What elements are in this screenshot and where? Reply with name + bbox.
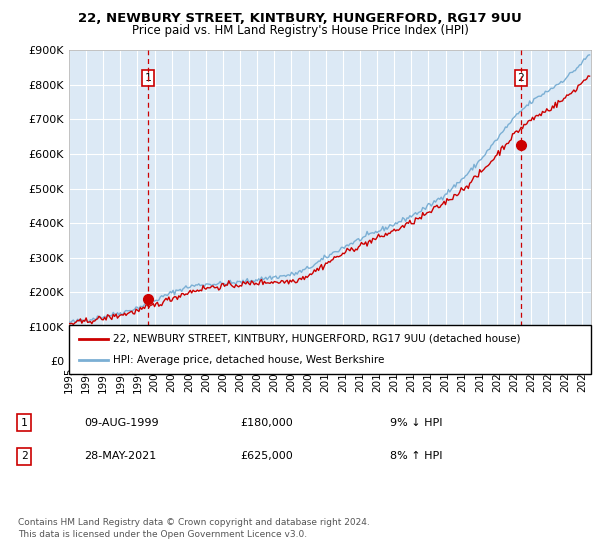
Text: £180,000: £180,000: [240, 418, 293, 428]
Text: 1: 1: [20, 418, 28, 428]
Text: Contains HM Land Registry data © Crown copyright and database right 2024.
This d: Contains HM Land Registry data © Crown c…: [18, 518, 370, 539]
Text: 22, NEWBURY STREET, KINTBURY, HUNGERFORD, RG17 9UU (detached house): 22, NEWBURY STREET, KINTBURY, HUNGERFORD…: [113, 334, 521, 344]
FancyBboxPatch shape: [69, 325, 591, 374]
Text: 22, NEWBURY STREET, KINTBURY, HUNGERFORD, RG17 9UU: 22, NEWBURY STREET, KINTBURY, HUNGERFORD…: [78, 12, 522, 25]
Text: 8% ↑ HPI: 8% ↑ HPI: [390, 451, 443, 461]
Text: 2: 2: [20, 451, 28, 461]
Text: £625,000: £625,000: [240, 451, 293, 461]
Text: 09-AUG-1999: 09-AUG-1999: [84, 418, 158, 428]
Text: Price paid vs. HM Land Registry's House Price Index (HPI): Price paid vs. HM Land Registry's House …: [131, 24, 469, 36]
Text: 1: 1: [145, 73, 151, 83]
Text: 2: 2: [517, 73, 524, 83]
Text: 9% ↓ HPI: 9% ↓ HPI: [390, 418, 443, 428]
Text: HPI: Average price, detached house, West Berkshire: HPI: Average price, detached house, West…: [113, 355, 385, 365]
Text: 28-MAY-2021: 28-MAY-2021: [84, 451, 156, 461]
